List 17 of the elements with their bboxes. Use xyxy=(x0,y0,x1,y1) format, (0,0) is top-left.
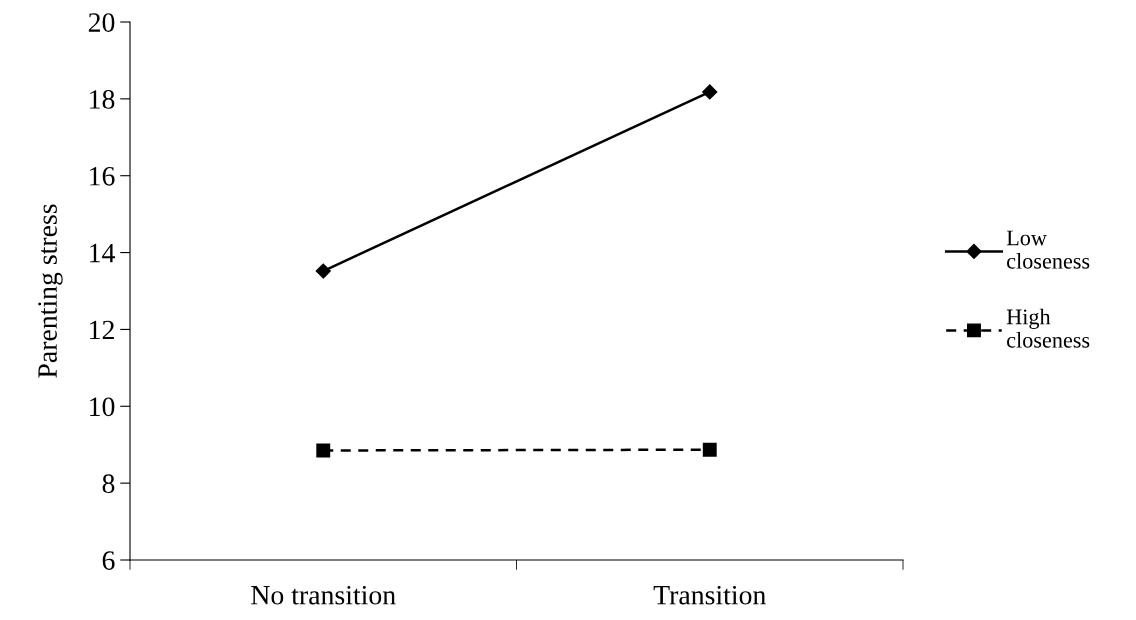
y-tick-label: 12 xyxy=(90,320,114,340)
point xyxy=(702,442,717,457)
y-tick-label: 14 xyxy=(90,243,115,263)
y-tick-label: 6 xyxy=(102,551,115,570)
legend-label: Low closeness xyxy=(1006,230,1090,269)
x-tick-label: Transition xyxy=(653,585,766,605)
y-axis-title: Parenting stress xyxy=(38,204,63,378)
point xyxy=(315,263,331,279)
y-tick-label: 10 xyxy=(90,397,115,417)
x-tick-label: No transition xyxy=(251,585,396,605)
point xyxy=(702,84,718,100)
legend-label: High closeness xyxy=(1006,308,1090,348)
point xyxy=(316,443,331,458)
y-tick-label: 20 xyxy=(88,13,115,32)
y-tick-label: 8 xyxy=(102,474,115,494)
y-tick-label: 18 xyxy=(90,90,115,109)
y-tick-label: 16 xyxy=(90,166,115,186)
